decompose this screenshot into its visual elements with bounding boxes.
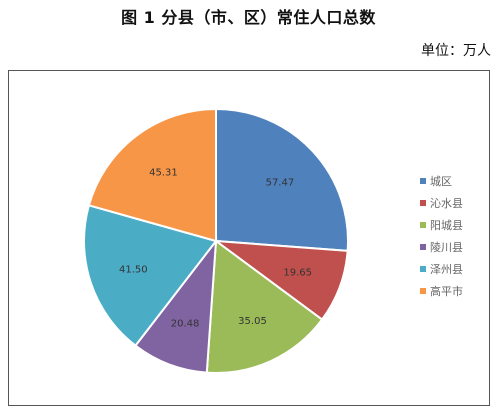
legend-label-gaoping: 高平市	[430, 284, 463, 298]
legend-label-chengqu: 城区	[430, 175, 452, 188]
legend-label-qinshui: 沁水县	[430, 197, 463, 210]
data-label-gaoping: 45.31	[149, 168, 178, 179]
legend-swatch-zezhou	[420, 266, 426, 272]
legend-swatch-yangcheng	[420, 222, 426, 228]
data-label-lingchuan: 20.48	[171, 318, 200, 329]
data-label-yangcheng: 35.05	[238, 316, 267, 327]
legend-swatch-lingchuan	[420, 244, 426, 250]
unit-label: 单位：万人	[421, 43, 491, 59]
pie-slice-chengqu	[215, 107, 349, 252]
legend-swatch-gaoping	[420, 288, 426, 294]
pie-slice-yangcheng	[205, 239, 324, 375]
pie-slice-lingchuan	[134, 237, 218, 374]
pie-slice-gaoping	[87, 107, 217, 243]
data-label-zezhou: 41.50	[119, 264, 148, 275]
legend-label-yangcheng: 阳城县	[430, 219, 463, 232]
legend-label-lingchuan: 陵川县	[430, 241, 463, 254]
legend-label-zezhou: 泽州县	[430, 263, 463, 276]
legend-swatch-chengqu	[420, 178, 426, 184]
legend-swatch-qinshui	[420, 200, 426, 206]
data-label-qinshui: 19.65	[283, 267, 312, 278]
data-label-chengqu: 57.47	[266, 178, 295, 189]
pie-slice-zezhou	[83, 204, 218, 347]
chart-title: 图 1 分县（市、区）常住人口总数	[121, 8, 376, 27]
